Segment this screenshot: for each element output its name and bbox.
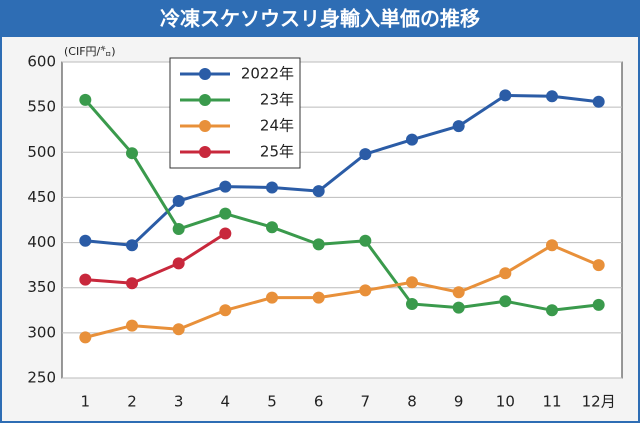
- data-point: [79, 234, 92, 247]
- data-point: [546, 239, 558, 252]
- series-line: [85, 93, 599, 247]
- data-point: [172, 323, 185, 336]
- data-point: [266, 221, 278, 234]
- legend-box: [169, 57, 301, 169]
- y-tick-label: 500: [27, 143, 56, 161]
- data-point: [219, 207, 232, 220]
- data-point: [266, 181, 278, 194]
- chart-title: 冷凍スケソウスリ身輸入単価の推移: [160, 7, 480, 31]
- data-point: [546, 90, 558, 103]
- data-point: [312, 185, 325, 198]
- x-tick-label: 1: [81, 393, 91, 411]
- y-tick-label: 250: [27, 369, 56, 387]
- data-point: [359, 284, 372, 297]
- data-point: [592, 259, 605, 272]
- data-point: [79, 273, 92, 286]
- legend-label: 24年: [260, 117, 294, 135]
- y-tick-label: 300: [27, 323, 56, 341]
- data-point: [592, 95, 605, 108]
- y-tick-label: 600: [27, 53, 56, 71]
- x-tick-label: 4: [221, 393, 231, 411]
- data-point: [312, 291, 325, 304]
- x-tick-label: 7: [361, 393, 371, 411]
- series-line: [84, 98, 599, 312]
- legend-label: 25年: [260, 143, 294, 161]
- data-point: [219, 227, 232, 240]
- y-tick-label: 450: [27, 188, 56, 206]
- y-tick-label: 350: [27, 278, 56, 296]
- data-point: [219, 304, 232, 317]
- data-point: [172, 223, 185, 236]
- plot-area: [61, 61, 623, 379]
- y-tick-label: 550: [27, 98, 56, 116]
- legend-label: 23年: [260, 91, 294, 109]
- data-point: [172, 195, 185, 208]
- y-tick-label: 400: [27, 233, 56, 251]
- title-bar: [1, 1, 639, 37]
- data-point: [452, 301, 465, 314]
- data-point: [546, 304, 558, 317]
- x-tick-label: 3: [174, 393, 184, 411]
- data-point: [126, 239, 138, 252]
- y-axis-unit: (CIF円/㌔): [64, 45, 116, 58]
- x-tick-label: 12月: [582, 393, 616, 411]
- data-point: [126, 277, 138, 290]
- series-line: [85, 232, 227, 285]
- legend-label: 2022年: [241, 65, 294, 83]
- data-point: [499, 267, 512, 280]
- data-point: [172, 257, 185, 270]
- data-point: [312, 238, 325, 251]
- data-point: [79, 93, 92, 106]
- legend-marker: [199, 68, 211, 80]
- x-tick-label: 6: [314, 393, 324, 411]
- x-tick-label: 5: [267, 393, 277, 411]
- x-tick-label: 2: [127, 393, 137, 411]
- legend-marker: [199, 146, 211, 158]
- data-point: [126, 147, 138, 160]
- data-point: [499, 89, 512, 102]
- data-point: [452, 286, 465, 299]
- data-point: [359, 148, 372, 161]
- data-point: [126, 319, 138, 332]
- data-point: [266, 291, 278, 304]
- data-point: [79, 331, 92, 344]
- x-tick-label: 9: [454, 393, 464, 411]
- data-point: [406, 133, 418, 146]
- data-point: [359, 234, 372, 247]
- data-point: [406, 276, 418, 289]
- x-tick-label: 11: [542, 393, 561, 411]
- x-tick-label: 10: [496, 393, 515, 411]
- legend-marker: [199, 94, 211, 106]
- data-point: [219, 180, 232, 193]
- data-point: [592, 298, 605, 311]
- data-point: [406, 297, 418, 310]
- data-point: [499, 295, 512, 308]
- data-point: [452, 120, 465, 133]
- series-line: [84, 243, 600, 339]
- x-tick-label: 8: [407, 393, 417, 411]
- legend-marker: [199, 120, 211, 132]
